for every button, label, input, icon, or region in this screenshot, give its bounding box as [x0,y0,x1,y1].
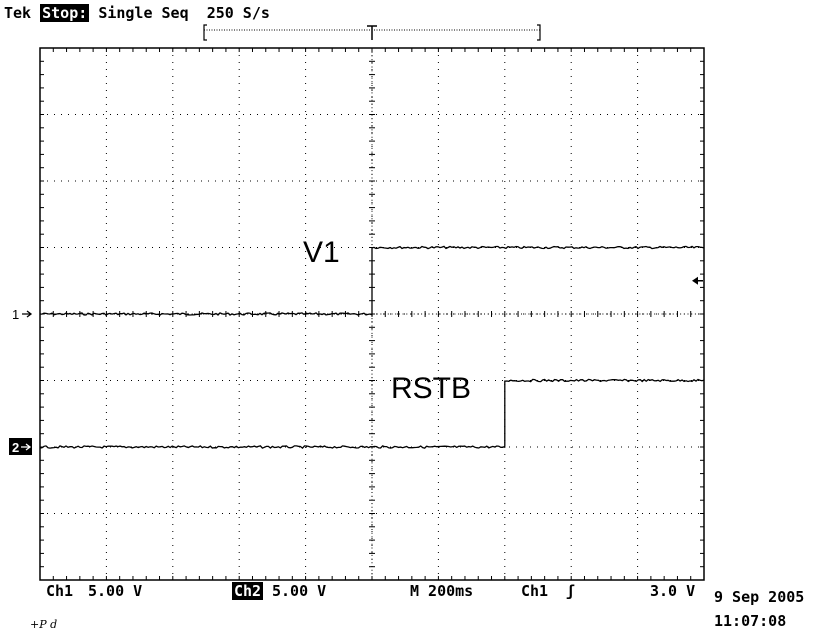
trace-rstb [39,378,705,449]
time-readout: 11:07:08 [714,612,787,630]
annotation-rstb: RSTB [391,372,471,405]
ch2-label: Ch2 [232,582,264,600]
ch1-scale: 5.00 V [88,582,143,600]
ch2-ground-marker-box [9,438,32,455]
date-readout: 9 Sep 2005 [714,588,805,606]
acquisition-state: Stop: [40,4,90,22]
ch1-ground-arrow-icon [22,310,33,318]
scope-header: Tek Stop: Single Seq 250 S/s [4,4,270,22]
record-bracket-left [203,24,207,41]
ch1-label: Ch1 [46,582,74,600]
ch2-scale: 5.00 V [272,582,327,600]
ch2-ground-arrow-icon [21,443,32,451]
trigger-level-icon [692,276,698,285]
trigger-slope-icon: ʃ [566,582,576,600]
ch2-ground-marker-label: 2 [12,440,19,455]
annotation-v1: V1 [303,236,340,269]
footer-note: +P d [30,618,58,631]
trigger-level: 3.0 V [650,582,696,600]
trigger-source: Ch1 [521,582,549,600]
record-bracket-right [537,24,541,41]
sample-rate: 250 S/s [206,4,270,22]
acquisition-mode: Single Seq [98,4,189,22]
trace-v1 [39,245,705,316]
brand-label: Tek [4,4,32,22]
timebase: M 200ms [410,582,474,600]
trigger-position-icon [367,25,377,40]
ch1-ground-marker-label: 1 [12,307,19,322]
